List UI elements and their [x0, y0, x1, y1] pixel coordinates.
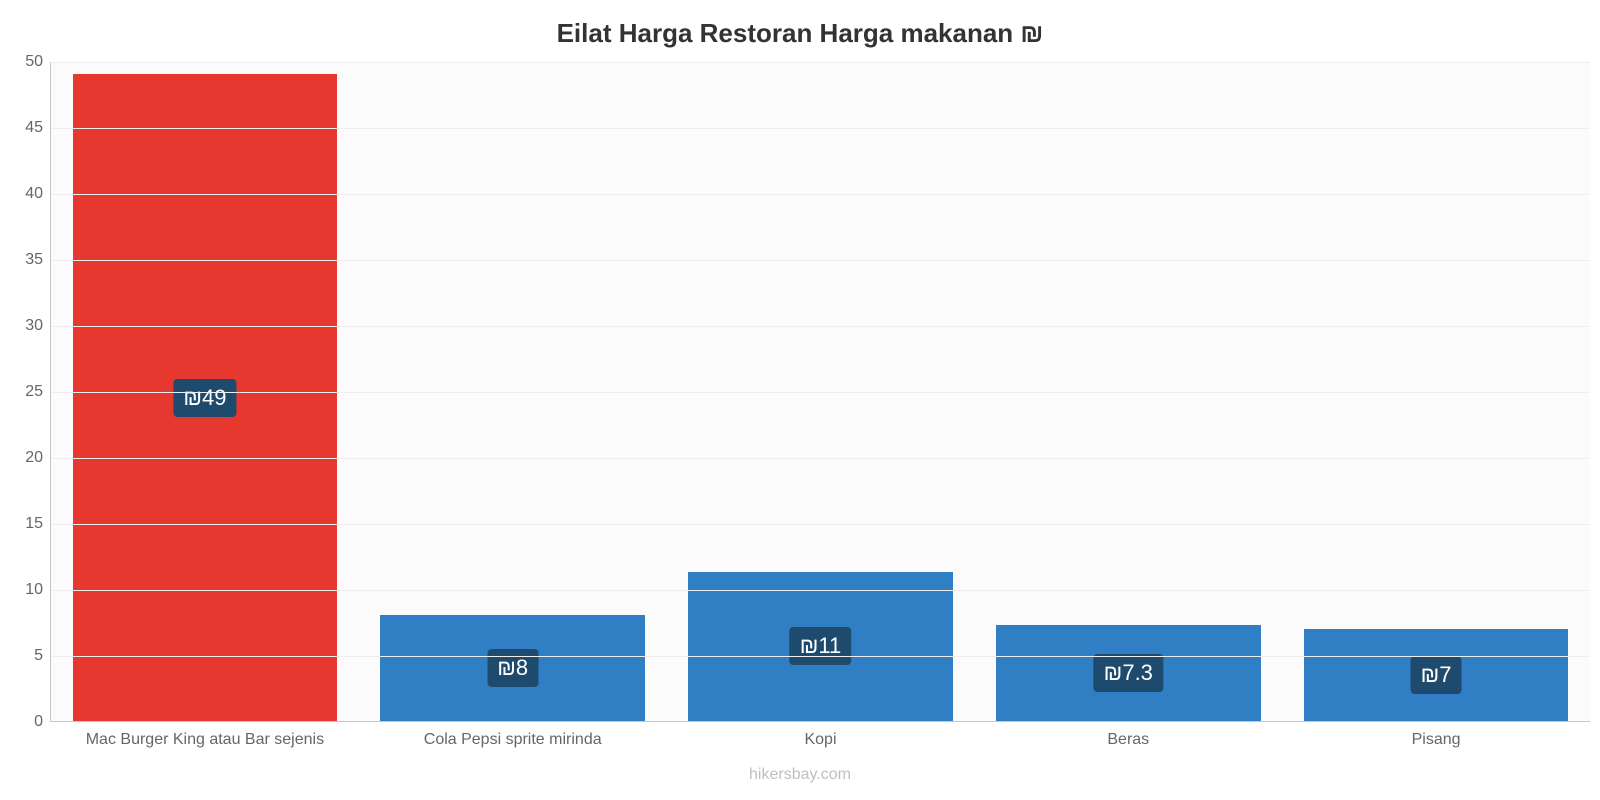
- chart-container: Eilat Harga Restoran Harga makanan ₪ ₪49…: [0, 0, 1600, 800]
- y-tick-label: 15: [25, 515, 51, 533]
- value-badge: ₪49: [173, 379, 236, 417]
- y-tick-label: 50: [25, 53, 51, 71]
- y-tick-label: 40: [25, 185, 51, 203]
- gridline: [51, 656, 1590, 657]
- value-badge: ₪7.3: [1094, 654, 1163, 692]
- gridline: [51, 590, 1590, 591]
- chart-title: Eilat Harga Restoran Harga makanan ₪: [0, 18, 1600, 49]
- gridline: [51, 128, 1590, 129]
- y-tick-label: 20: [25, 449, 51, 467]
- y-tick-label: 5: [34, 647, 51, 665]
- y-tick-label: 25: [25, 383, 51, 401]
- x-tick-label: Cola Pepsi sprite mirinda: [424, 721, 602, 749]
- gridline: [51, 194, 1590, 195]
- x-tick-label: Beras: [1107, 721, 1149, 749]
- x-tick-label: Mac Burger King atau Bar sejenis: [86, 721, 324, 749]
- plot-area: ₪49Mac Burger King atau Bar sejenis₪8Col…: [50, 62, 1590, 722]
- x-tick-label: Pisang: [1412, 721, 1461, 749]
- gridline: [51, 62, 1590, 63]
- footer-credit: hikersbay.com: [0, 766, 1600, 784]
- y-tick-label: 35: [25, 251, 51, 269]
- gridline: [51, 458, 1590, 459]
- y-tick-label: 45: [25, 119, 51, 137]
- gridline: [51, 260, 1590, 261]
- gridline: [51, 326, 1590, 327]
- gridline: [51, 392, 1590, 393]
- y-tick-label: 0: [34, 713, 51, 731]
- bar: ₪7: [1304, 629, 1569, 721]
- y-tick-label: 10: [25, 581, 51, 599]
- y-tick-label: 30: [25, 317, 51, 335]
- value-badge: ₪11: [790, 627, 852, 665]
- value-badge: ₪8: [487, 649, 538, 687]
- bar: ₪49: [73, 74, 338, 721]
- bar: ₪7.3: [996, 625, 1261, 721]
- value-badge: ₪7: [1411, 656, 1462, 694]
- x-tick-label: Kopi: [804, 721, 836, 749]
- bar: ₪11: [688, 572, 953, 721]
- bar: ₪8: [380, 615, 645, 721]
- gridline: [51, 524, 1590, 525]
